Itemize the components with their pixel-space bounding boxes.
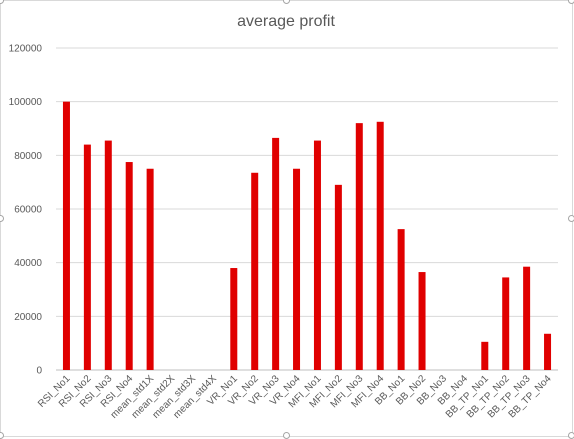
- y-tick-label: 100000: [9, 97, 43, 108]
- bar: [62, 101, 70, 371]
- y-tick-label: 40000: [14, 258, 42, 269]
- y-tick-label: 20000: [14, 312, 42, 323]
- bar: [418, 272, 426, 370]
- y-axis: 0 20000 40000 60000 80000 100000 120000: [9, 44, 43, 377]
- resize-handle-middle-left[interactable]: [0, 215, 4, 222]
- bar: [272, 137, 280, 370]
- y-tick-label: 0: [36, 366, 42, 377]
- x-axis: RSI_No1RSI_No2RSI_No3RSI_No4mean_std1Xme…: [36, 373, 554, 421]
- bar: [251, 172, 259, 370]
- bar: [293, 168, 301, 370]
- bar: [334, 184, 342, 370]
- bar: [355, 123, 363, 370]
- y-tick-label: 120000: [9, 44, 43, 55]
- bar: [104, 140, 112, 370]
- bar: [230, 268, 238, 370]
- resize-handle-top-right[interactable]: [568, 0, 574, 4]
- bar: [313, 140, 321, 370]
- resize-handle-top-center[interactable]: [283, 0, 290, 4]
- chart-title: average profit: [237, 13, 335, 30]
- resize-handle-middle-right[interactable]: [568, 215, 574, 222]
- bar: [523, 266, 531, 370]
- gridlines: [56, 47, 558, 371]
- bar: [544, 333, 552, 370]
- y-tick-label: 80000: [14, 151, 42, 162]
- bar: [83, 144, 91, 370]
- y-tick-label: 60000: [14, 205, 42, 216]
- bar: [146, 168, 154, 370]
- bar: [125, 162, 133, 370]
- bar: [397, 229, 405, 370]
- bars: [62, 101, 552, 371]
- bar: [376, 121, 384, 371]
- bar: [481, 341, 489, 370]
- bar: [502, 277, 510, 370]
- resize-handle-top-left[interactable]: [0, 0, 4, 4]
